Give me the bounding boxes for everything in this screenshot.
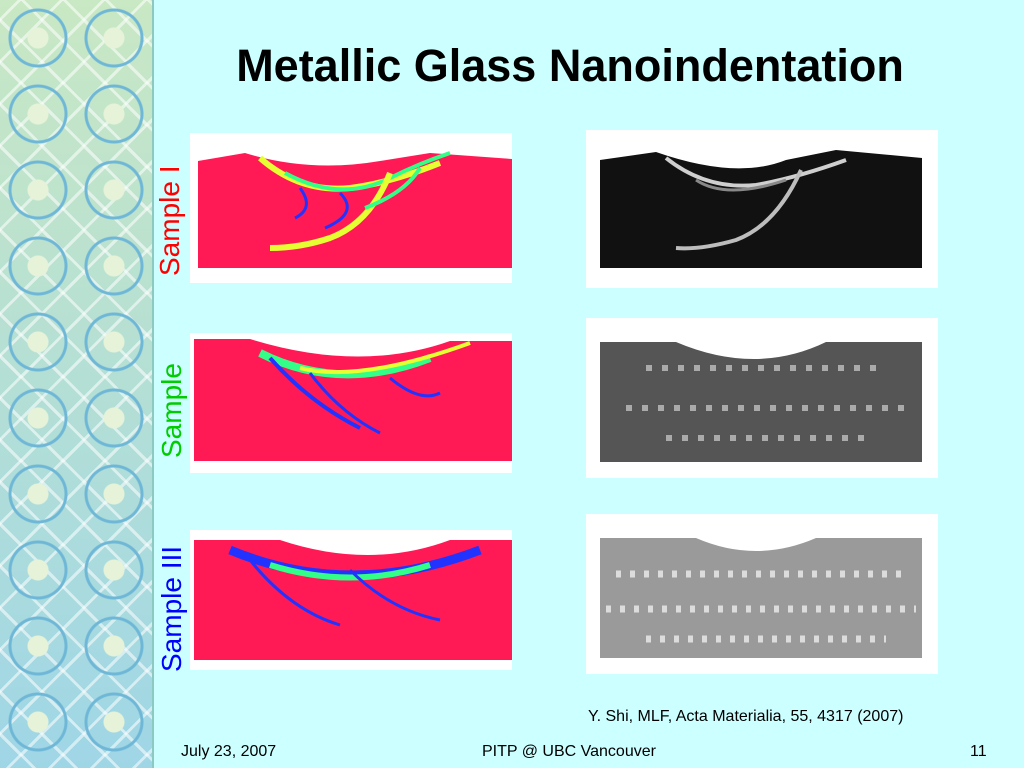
sample-2-strain-map (586, 318, 938, 478)
sample-2-label-part1: Sample (156, 363, 187, 458)
sample-2-simulation-image (190, 333, 512, 473)
footer-date: July 23, 2007 (181, 743, 277, 760)
footer-venue: PITP @ UBC Vancouver (482, 743, 656, 760)
sample-1-strain-map (586, 130, 938, 288)
sample-1-simulation-image (190, 133, 512, 283)
sample-1-label: Sample I (154, 165, 185, 277)
sample-3-simulation-image (190, 530, 512, 670)
sample-3-strain-map (586, 514, 938, 674)
citation: Y. Shi, MLF, Acta Materialia, 55, 4317 (… (588, 708, 904, 725)
footer-page-number: 11 (970, 743, 987, 760)
decorative-border (0, 0, 154, 768)
slide-title: Metallic Glass Nanoindentation (236, 40, 904, 91)
sample-3-label: Sample III (156, 545, 187, 672)
